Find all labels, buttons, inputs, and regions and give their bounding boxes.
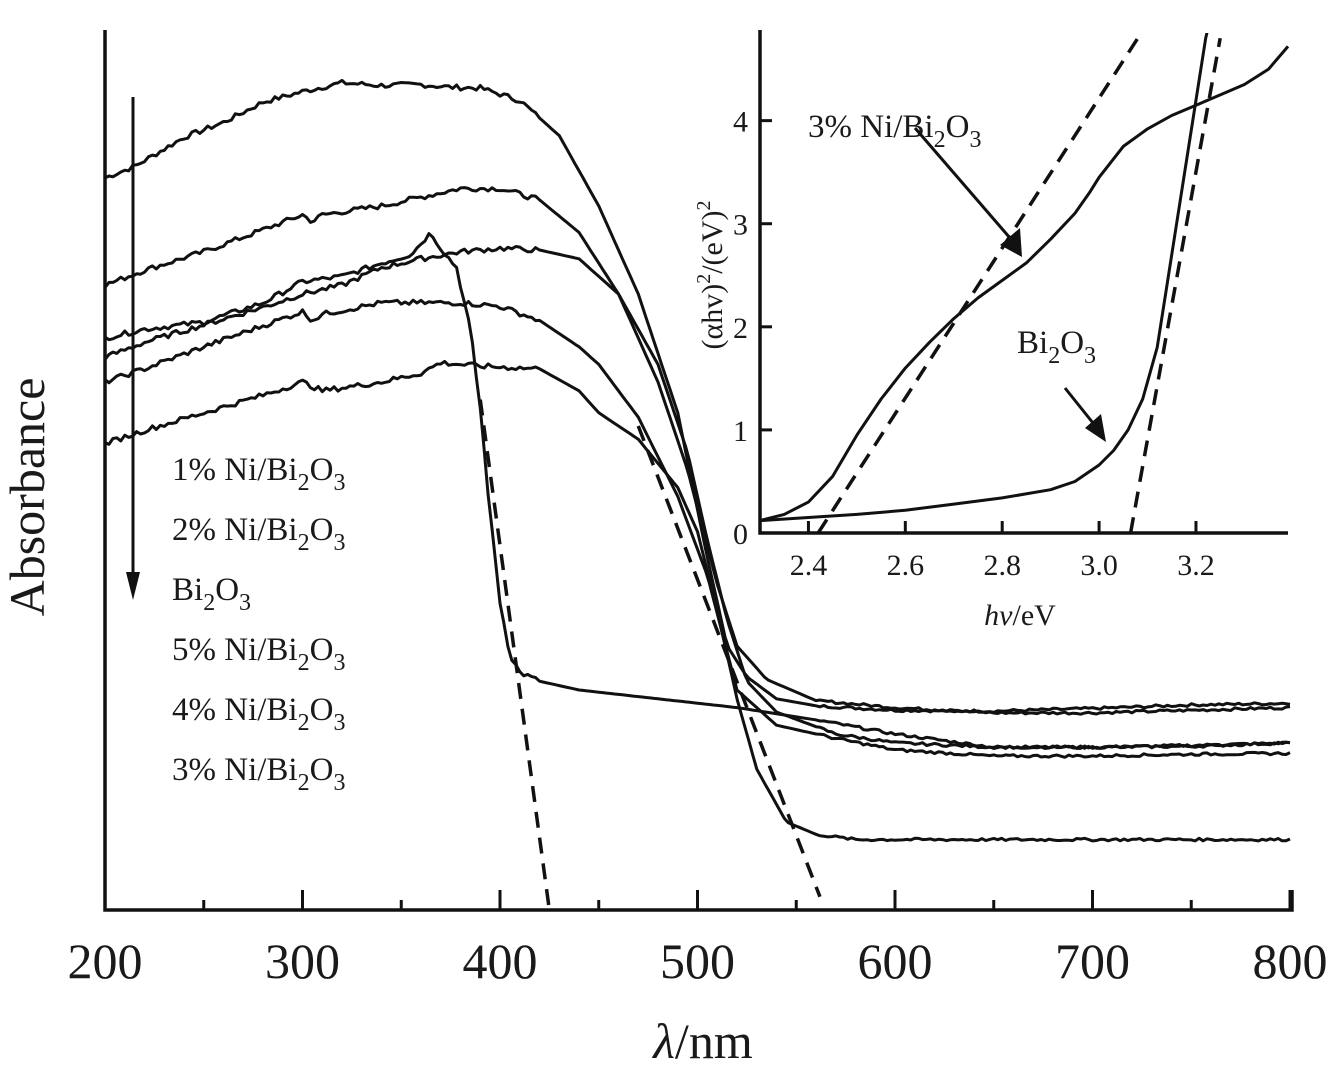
annotation-bi2o3: Bi2O3	[1017, 325, 1106, 442]
series-4-ni-bi2o3	[104, 298, 1291, 759]
inset-x-axis-title: hν/eV	[984, 599, 1056, 632]
main-curves	[103, 78, 1291, 843]
x-tick-label: 400	[463, 933, 538, 989]
legend-entry: 2% Ni/Bi2O3	[172, 512, 345, 556]
x-tick-label: 800	[1253, 933, 1328, 989]
legend-entry: 4% Ni/Bi2O3	[172, 692, 345, 736]
series-3-ni-bi2o3	[104, 359, 1291, 843]
legend-entry: 1% Ni/Bi2O3	[172, 452, 345, 496]
lambda-symbol: λ	[651, 1013, 675, 1069]
inset-fit-lines	[816, 37, 1222, 533]
inset-x-tick-label: 3.0	[1080, 549, 1118, 582]
series-2-ni-bi2o3	[103, 186, 1291, 716]
main-plot: 200 300 400 500 600 700 800 λ/nm Absorbance 1%…	[0, 30, 1328, 1069]
legend-entry: 3% Ni/Bi2O3	[172, 752, 345, 796]
y-axis-title: Absorbance	[0, 378, 55, 617]
inset-y-axis-title: (αhv)2/(eV)2	[693, 201, 729, 350]
inset-fit-line	[816, 37, 1140, 533]
order-arrow-icon	[126, 97, 140, 600]
fit-line	[478, 399, 552, 911]
series-1-ni-bi2o3	[104, 78, 1291, 714]
inset-series-bi2o3	[760, 33, 1209, 523]
inset-ticks: 2.4 2.6 2.8 3.0 3.2 0 1 2 3 4	[733, 106, 1215, 582]
x-axis-title: λ/nm	[651, 1013, 753, 1069]
inset-x-tick-label: 2.6	[887, 549, 925, 582]
inset-y-tick-label: 1	[733, 415, 748, 448]
annotation-3pct-label: 3% Ni/Bi2O3	[808, 109, 981, 153]
x-tick-label: 300	[265, 933, 340, 989]
series-5-ni-bi2o3	[103, 245, 1291, 750]
inset-axes	[758, 30, 1288, 535]
arrowhead-icon	[1000, 228, 1022, 257]
inset-y-tick-label: 2	[733, 312, 748, 345]
annotation-bi2o3-label: Bi2O3	[1017, 325, 1096, 369]
series-bi2o3	[104, 232, 1291, 750]
x-tick-label: 700	[1055, 933, 1130, 989]
arrowhead-icon	[1085, 414, 1106, 442]
x-tick-label: 500	[660, 933, 735, 989]
inset-y-tick-label: 4	[733, 106, 748, 139]
inset-y-tick-label: 0	[733, 518, 748, 551]
x-tick-label: 600	[858, 933, 933, 989]
inset-y-tick-label: 3	[733, 209, 748, 242]
inset-curves	[760, 33, 1290, 523]
arrow-icon	[1063, 387, 1099, 429]
inset-x-tick-label: 2.4	[790, 549, 828, 582]
inset-x-tick-label: 3.2	[1177, 549, 1215, 582]
inset-series-3-ni-bi2o3	[760, 45, 1290, 523]
main-x-ticks: 200 300 400 500 600 700 800	[68, 890, 1328, 989]
main-fit-lines	[478, 399, 822, 911]
legend-entry: Bi2O3	[172, 572, 251, 616]
fit-line	[636, 425, 822, 898]
x-tick-label: 200	[68, 933, 143, 989]
inset-x-tick-label: 2.8	[983, 549, 1021, 582]
inset-fit-line	[1128, 37, 1222, 533]
legend-entry: 5% Ni/Bi2O3	[172, 632, 345, 676]
annotation-3pct: 3% Ni/Bi2O3	[808, 109, 1022, 257]
legend: 1% Ni/Bi2O3 2% Ni/Bi2O3 Bi2O3 5% Ni/Bi2O3 4%…	[172, 452, 345, 796]
arrow-icon	[913, 127, 1012, 239]
